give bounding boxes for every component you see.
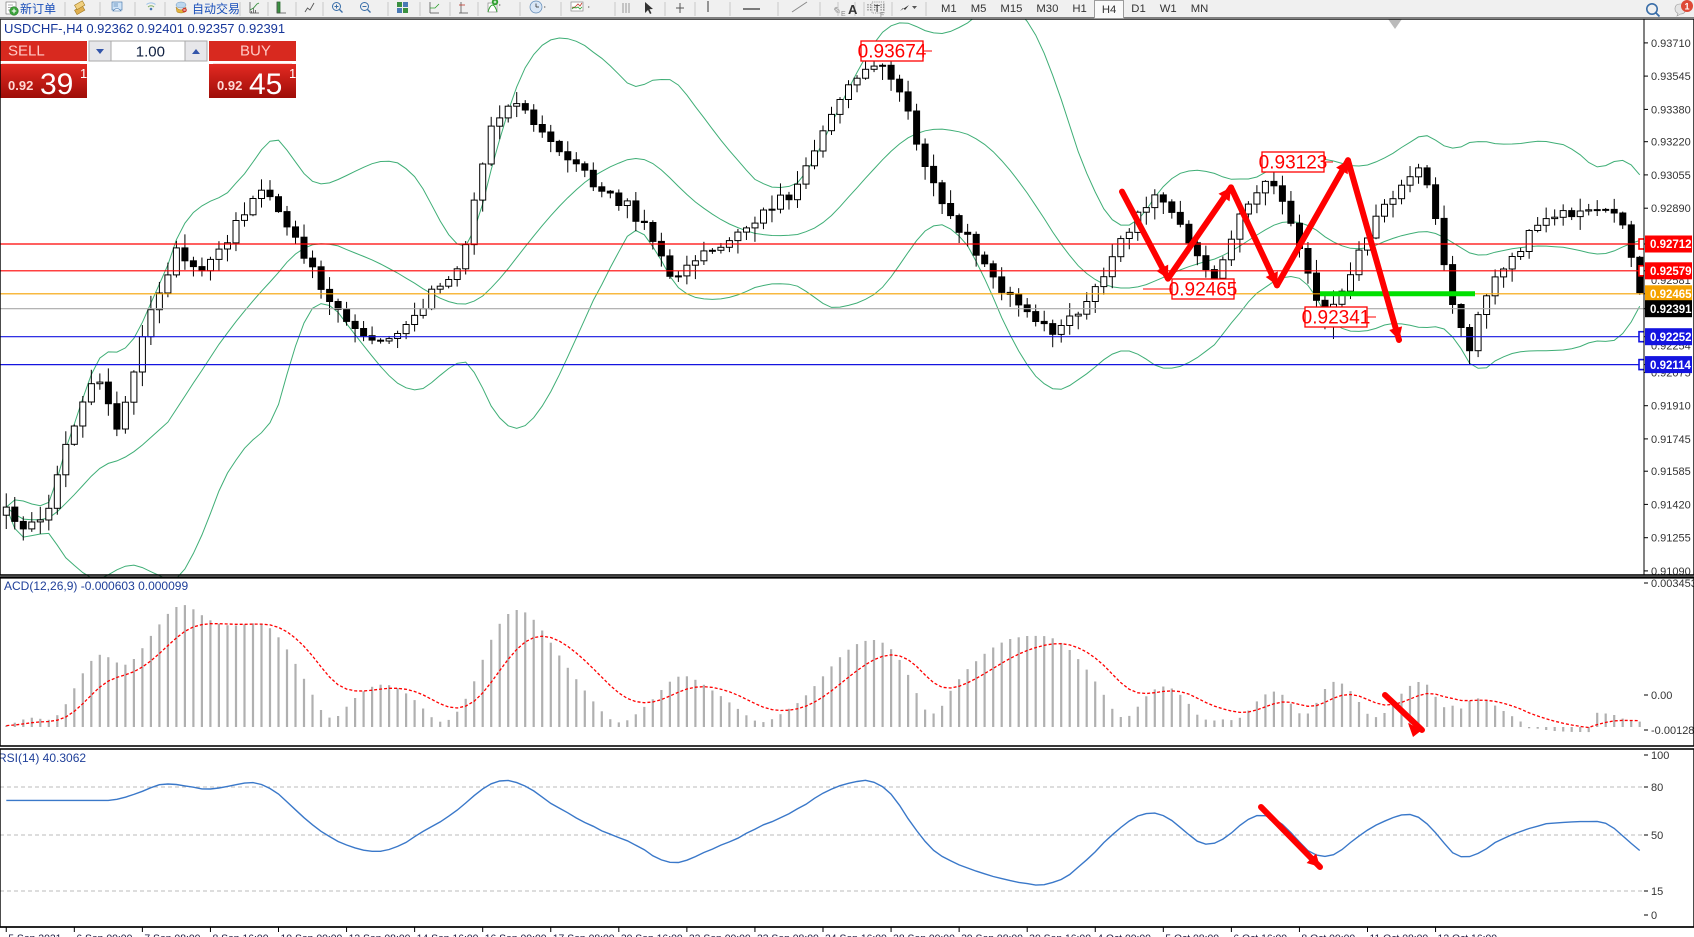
svg-text:-0.001283: -0.001283 [1651, 725, 1694, 737]
svg-text:0.93380: 0.93380 [1651, 104, 1691, 116]
svg-text:0.92465: 0.92465 [1169, 280, 1238, 301]
svg-text:0.93123: 0.93123 [1259, 153, 1328, 174]
svg-text:0.92712: 0.92712 [1650, 239, 1692, 251]
svg-text:16 Sep 00:00: 16 Sep 00:00 [485, 934, 547, 937]
svg-text:ACD(12,26,9) -0.000603 0.00009: ACD(12,26,9) -0.000603 0.000099 [4, 579, 188, 593]
svg-text:80: 80 [1651, 782, 1663, 794]
svg-text:14 Sep 16:00: 14 Sep 16:00 [417, 934, 479, 937]
svg-text:RSI(14) 40.3062: RSI(14) 40.3062 [0, 751, 86, 765]
svg-text:E: E [841, 11, 846, 18]
svg-text:45: 45 [249, 68, 282, 101]
svg-text:✎: ✎ [832, 6, 840, 17]
svg-text:8 Oct 00:00: 8 Oct 00:00 [1301, 934, 1355, 937]
svg-text:30 Sep 16:00: 30 Sep 16:00 [1029, 934, 1091, 937]
svg-text:0.93674: 0.93674 [858, 42, 927, 63]
svg-text:0.00: 0.00 [1651, 690, 1672, 702]
svg-text:A: A [848, 2, 858, 17]
svg-text:5 Oct 08:00: 5 Oct 08:00 [1165, 934, 1219, 937]
svg-text:0.91910: 0.91910 [1651, 401, 1691, 413]
svg-text:28 Sep 00:00: 28 Sep 00:00 [893, 934, 955, 937]
svg-text:7 Sep 08:00: 7 Sep 08:00 [144, 934, 200, 937]
svg-text:1: 1 [289, 66, 296, 81]
svg-text:新订单: 新订单 [20, 1, 56, 16]
svg-text:0.92114: 0.92114 [1650, 360, 1692, 372]
svg-text:0.003453: 0.003453 [1651, 578, 1694, 590]
svg-text:0.93220: 0.93220 [1651, 137, 1691, 149]
svg-text:0.92: 0.92 [8, 78, 33, 93]
svg-text:1: 1 [1684, 2, 1689, 12]
svg-text:29 Sep 08:00: 29 Sep 08:00 [961, 934, 1023, 937]
svg-text:0.92341: 0.92341 [1302, 308, 1371, 329]
svg-text:24 Sep 16:00: 24 Sep 16:00 [825, 934, 887, 937]
svg-text:10 Sep 00:00: 10 Sep 00:00 [281, 934, 343, 937]
svg-text:0.92579: 0.92579 [1650, 266, 1692, 278]
svg-text:0.92890: 0.92890 [1651, 203, 1691, 215]
svg-text:0: 0 [1651, 910, 1657, 922]
svg-text:T: T [874, 4, 880, 15]
svg-text:20 Sep 16:00: 20 Sep 16:00 [621, 934, 683, 937]
svg-text:8 Sep 16:00: 8 Sep 16:00 [212, 934, 268, 937]
svg-text:15: 15 [1651, 886, 1663, 898]
svg-text:BUY: BUY [240, 43, 271, 60]
svg-text:0.92: 0.92 [217, 78, 242, 93]
svg-text:1.00: 1.00 [136, 44, 165, 61]
svg-text:0.92391: 0.92391 [1650, 304, 1692, 316]
svg-text:6 Sep 00:00: 6 Sep 00:00 [76, 934, 132, 937]
svg-text:5 Sep 2021: 5 Sep 2021 [8, 934, 61, 937]
svg-text:0.91745: 0.91745 [1651, 434, 1691, 446]
svg-text:0.93055: 0.93055 [1651, 170, 1691, 182]
svg-text:USDCHF-,H4 0.92362 0.92401 0.: USDCHF-,H4 0.92362 0.92401 0.92357 0.923… [4, 21, 285, 36]
svg-text:自动交易: 自动交易 [192, 1, 240, 16]
svg-text:6 Oct 16:00: 6 Oct 16:00 [1233, 934, 1287, 937]
svg-text:17 Sep 08:00: 17 Sep 08:00 [553, 934, 615, 937]
svg-text:0.92252: 0.92252 [1650, 332, 1692, 344]
svg-text:SELL: SELL [8, 43, 45, 60]
svg-text:50: 50 [1651, 830, 1663, 842]
svg-text:0.92465: 0.92465 [1650, 289, 1692, 301]
svg-text:11 Oct 08:00: 11 Oct 08:00 [1369, 934, 1428, 937]
svg-text:1: 1 [80, 66, 87, 81]
svg-text:0.91090: 0.91090 [1651, 566, 1691, 578]
svg-text:0.93710: 0.93710 [1651, 38, 1691, 50]
svg-text:0.93545: 0.93545 [1651, 71, 1691, 83]
svg-text:0.91255: 0.91255 [1651, 533, 1691, 545]
svg-text:13 Sep 08:00: 13 Sep 08:00 [349, 934, 411, 937]
svg-text:39: 39 [40, 68, 73, 101]
svg-text:0.91420: 0.91420 [1651, 499, 1691, 511]
svg-text:22 Sep 00:00: 22 Sep 00:00 [689, 934, 751, 937]
svg-text:12 Oct 16:00: 12 Oct 16:00 [1438, 934, 1498, 937]
svg-text:100: 100 [1651, 750, 1669, 762]
svg-text:4 Oct 00:00: 4 Oct 00:00 [1097, 934, 1151, 937]
svg-text:0.91585: 0.91585 [1651, 466, 1691, 478]
svg-text:23 Sep 08:00: 23 Sep 08:00 [757, 934, 819, 937]
